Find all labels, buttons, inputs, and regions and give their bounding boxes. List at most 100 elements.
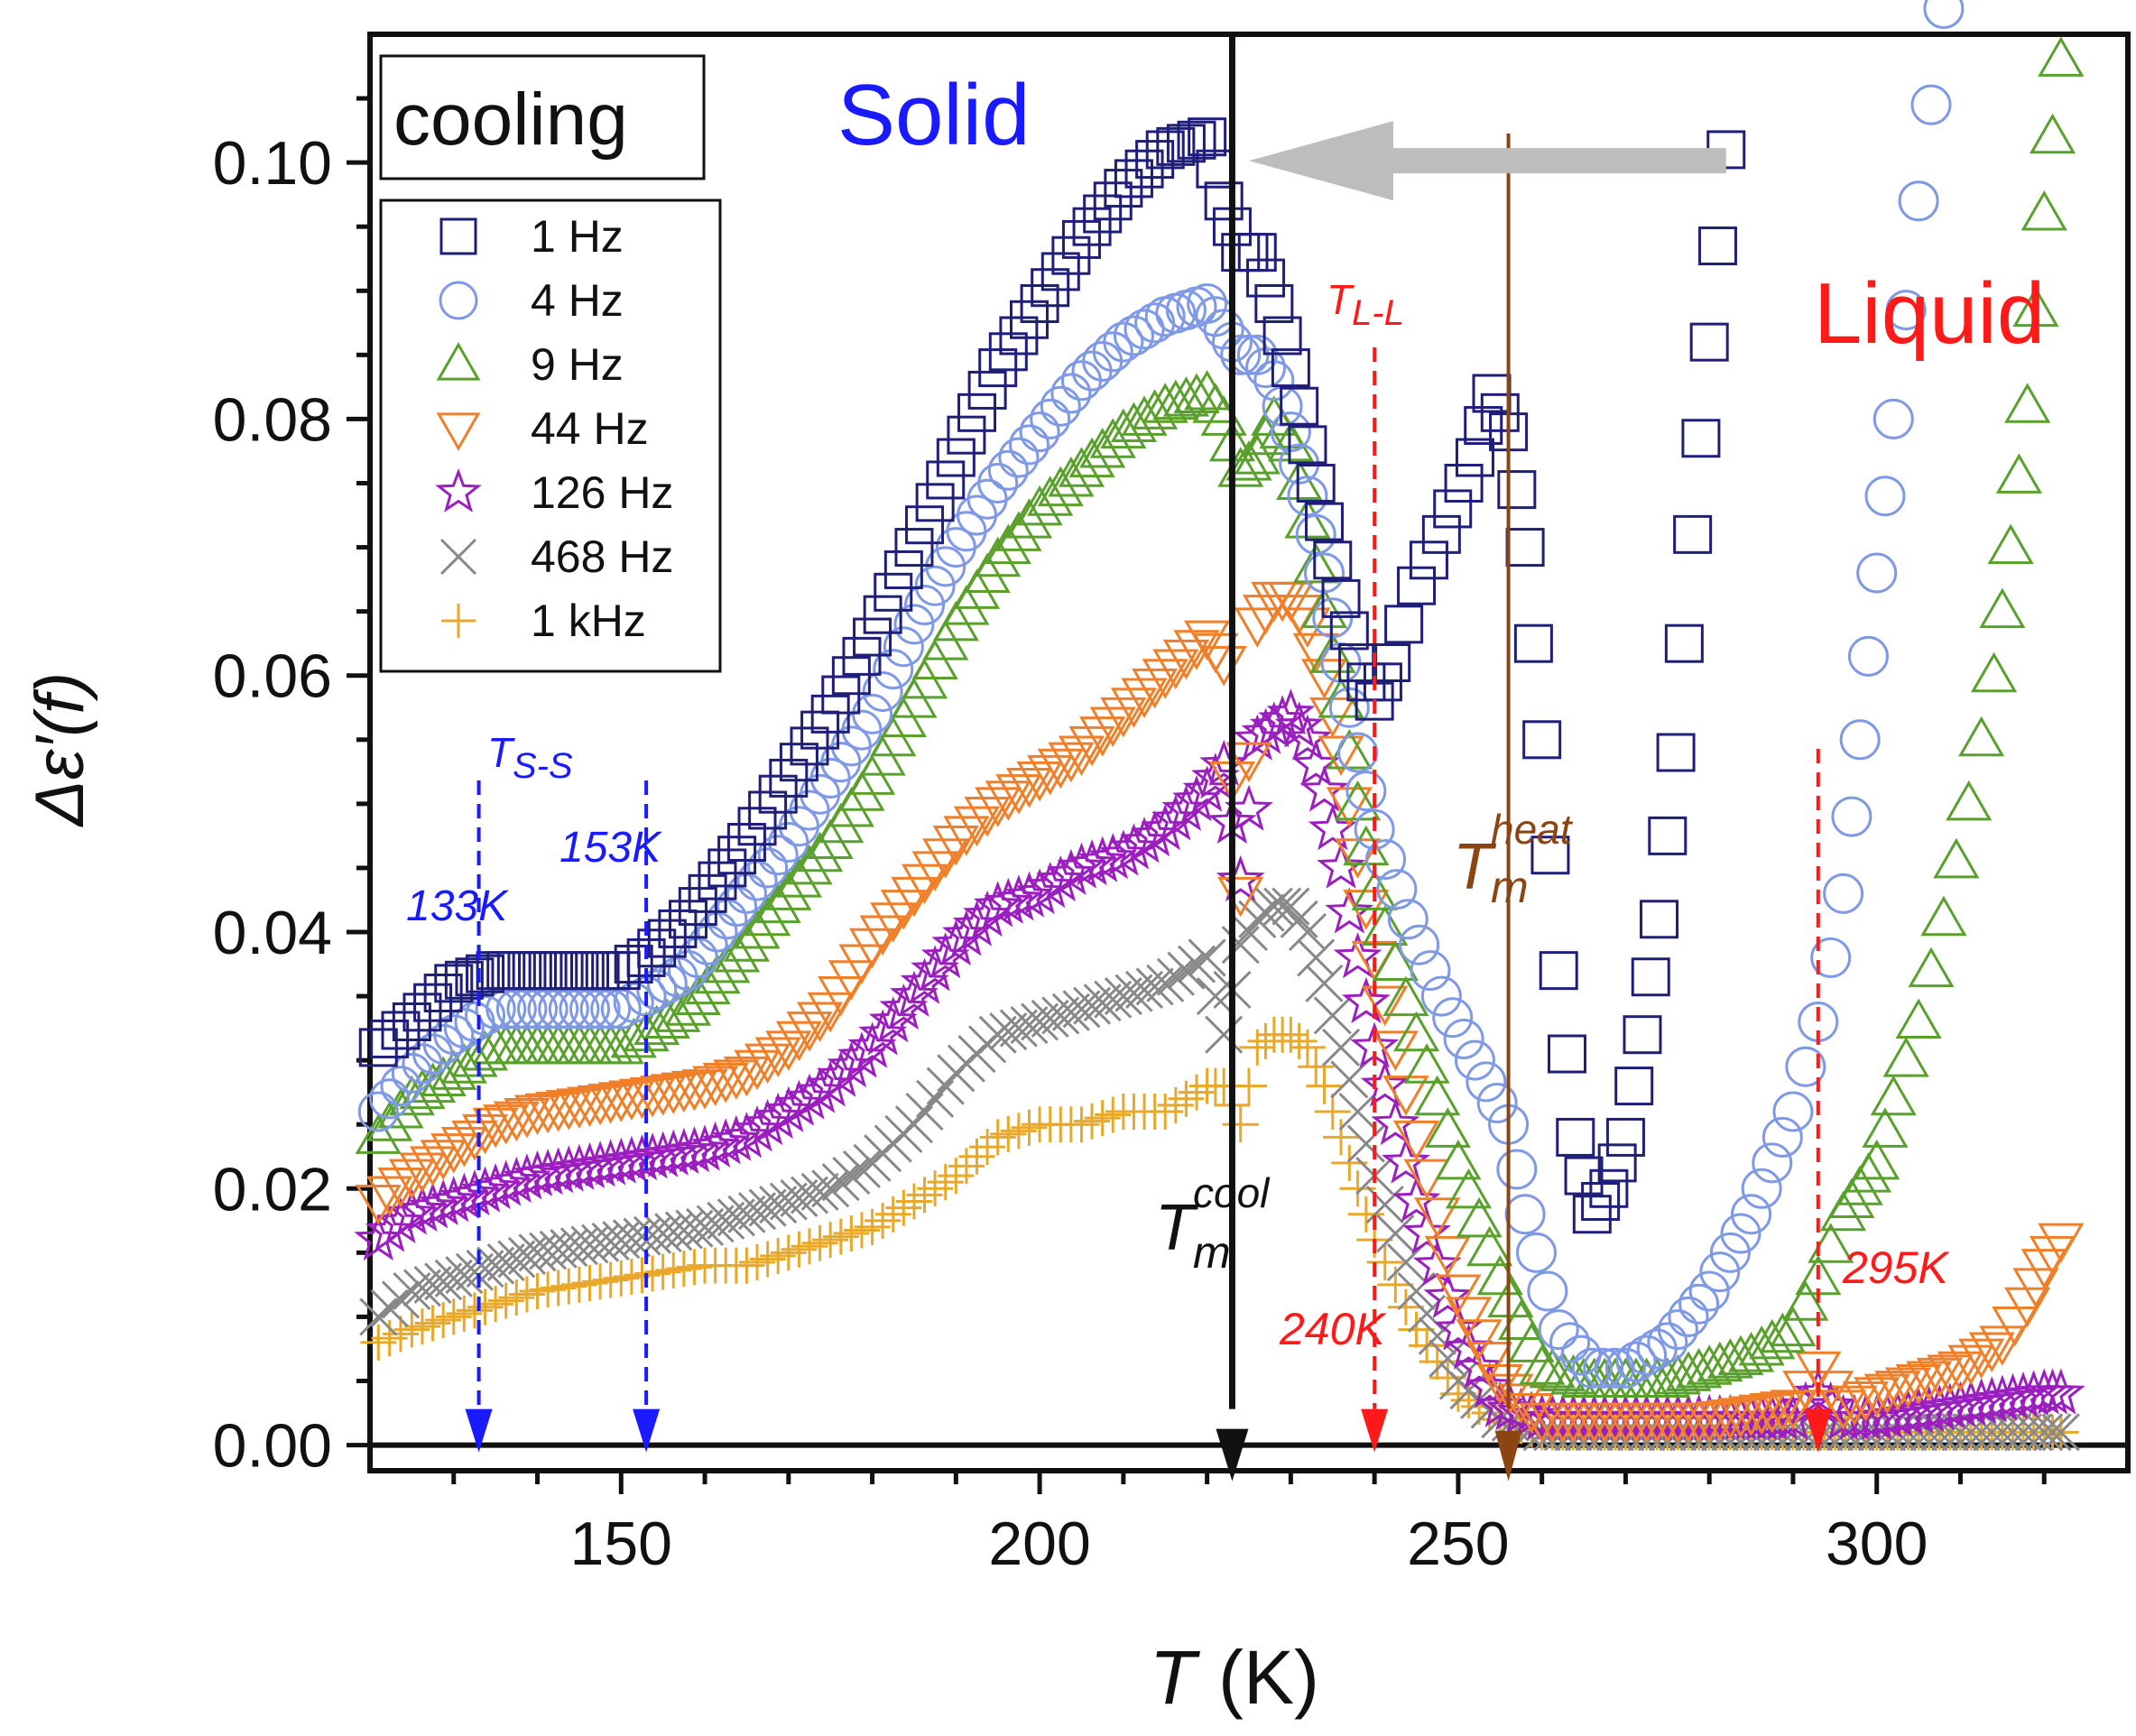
data-point (1254, 284, 1294, 323)
data-point (1084, 1100, 1121, 1137)
tm-cool-sup: cool (1193, 1169, 1271, 1216)
data-point (399, 1152, 446, 1193)
data-point (990, 1115, 1027, 1152)
data-point (1205, 1015, 1244, 1054)
data-point (1505, 528, 1545, 568)
data-point (467, 1288, 504, 1325)
data-point (359, 1297, 398, 1336)
data-point (999, 1009, 1038, 1048)
data-point (2004, 383, 2051, 423)
data-point (1074, 1103, 1111, 1140)
data-point (644, 1253, 681, 1290)
data-point (1538, 1309, 1579, 1351)
data-point (1305, 964, 1344, 1002)
data-point (1321, 1028, 1361, 1067)
data-point (975, 787, 1022, 827)
tll-label-295: 295K (1842, 1242, 1950, 1293)
data-point (1686, 1402, 1733, 1444)
data-point (1168, 1080, 1205, 1117)
data-point (1749, 1318, 1796, 1360)
data-point (684, 964, 731, 1005)
data-point (1225, 742, 1272, 783)
data-point (1772, 1091, 1814, 1132)
data-point (926, 460, 966, 500)
data-point (1382, 975, 1429, 1017)
data-point (535, 1091, 582, 1132)
data-point (451, 1037, 498, 1077)
legend-label: 9 Hz (531, 339, 624, 390)
tm-heat-arrow-head (1494, 1430, 1522, 1482)
data-point (748, 790, 788, 830)
data-point (822, 1218, 859, 1255)
data-point (1220, 334, 1262, 375)
data-point (687, 924, 728, 965)
data-point (444, 960, 484, 1000)
data-point (1410, 950, 1451, 992)
data-point (1321, 578, 1361, 618)
data-point (1050, 373, 1092, 414)
data-point (1688, 1270, 1730, 1312)
data-point (1581, 1182, 1621, 1221)
data-point (1341, 976, 1391, 1024)
x-tick-label: 300 (1826, 1510, 1928, 1578)
data-point (801, 1224, 838, 1261)
data-point (1092, 331, 1133, 373)
data-point (1386, 1242, 1425, 1282)
data-point (749, 1241, 786, 1278)
data-point (681, 1069, 728, 1110)
data-point (995, 774, 1042, 815)
data-point (998, 437, 1040, 478)
data-point (744, 1043, 791, 1085)
data-point (1071, 350, 1113, 392)
data-point (1497, 1299, 1545, 1341)
data-point (1923, 0, 1965, 30)
data-point (818, 976, 865, 1017)
data-point (582, 1263, 619, 1300)
data-point (879, 983, 929, 1030)
data-point (1089, 418, 1136, 458)
data-point (1727, 1396, 1775, 1437)
data-point (1856, 552, 1898, 594)
data-point (1465, 1362, 1514, 1408)
data-point (1399, 924, 1440, 965)
data-point (1156, 957, 1195, 996)
data-point (381, 1280, 421, 1319)
data-point (2029, 113, 2076, 154)
data-point (1351, 870, 1398, 910)
data-point (734, 908, 781, 949)
data-point (1221, 926, 1260, 965)
data-point (958, 1138, 995, 1175)
data-point (1508, 1322, 1555, 1362)
tss-label-153: 153K (559, 824, 662, 872)
data-point (769, 758, 809, 798)
data-point (702, 1062, 749, 1103)
data-point (779, 743, 818, 782)
data-point (1397, 566, 1437, 605)
data-point (987, 449, 1029, 491)
data-point (1371, 1098, 1420, 1146)
data-point (1654, 1353, 1701, 1395)
data-point (2012, 286, 2059, 328)
data-point (895, 1183, 932, 1220)
data-point (425, 1301, 462, 1338)
data-point (2025, 1413, 2064, 1452)
data-point (1104, 977, 1142, 1016)
data-point (357, 1091, 399, 1132)
data-point (1288, 912, 1327, 952)
data-point (1188, 938, 1226, 977)
data-point (1318, 735, 1364, 777)
data-point (540, 1270, 577, 1307)
data-point (1689, 322, 1729, 362)
data-point (674, 974, 721, 1015)
data-point (1623, 1015, 1662, 1055)
data-point (485, 988, 527, 1030)
data-point (837, 1031, 886, 1078)
data-point (1345, 771, 1387, 812)
data-point (1842, 1380, 1889, 1422)
data-point (422, 1023, 464, 1065)
mode-box (379, 54, 706, 180)
data-point (1392, 1120, 1440, 1161)
data-point (1037, 748, 1084, 790)
data-point (838, 944, 885, 984)
